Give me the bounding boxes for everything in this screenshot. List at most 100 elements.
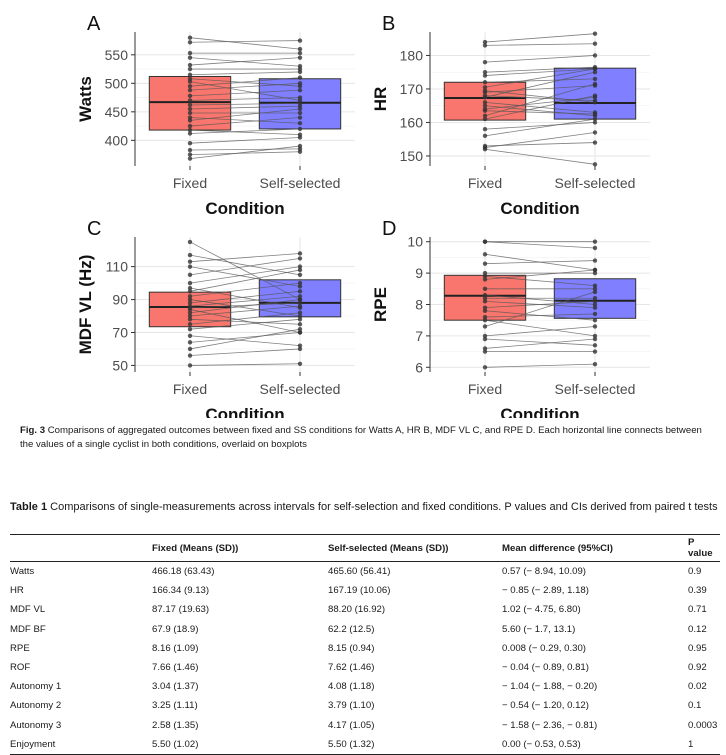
table-row: Watts 466.18 (63.43) 465.60 (56.41) 0.57 (−… [10, 562, 720, 582]
table-row: Autonomy 2 3.25 (1.11) 3.79 (1.10) − 0.54 (… [10, 696, 720, 715]
data-point-fixed [482, 349, 488, 354]
x-axis-title: Condition [205, 405, 284, 418]
table-cell: ROF [10, 662, 31, 674]
data-point-fixed [482, 336, 488, 342]
data-point-fixed [187, 259, 193, 264]
table-cell: 5.50 (1.02) [152, 734, 328, 755]
panel-letter: B [382, 13, 395, 35]
data-point-self-selected [297, 322, 303, 327]
y-tick-label: 170 [400, 81, 424, 97]
data-point-fixed [482, 324, 488, 329]
pair-line [189, 282, 301, 297]
data-point-fixed [482, 80, 488, 85]
data-point-fixed [482, 113, 488, 118]
data-point-self-selected [297, 361, 303, 366]
data-point-self-selected [592, 66, 598, 72]
y-tick-label: 9 [415, 265, 423, 281]
data-point-fixed [482, 308, 488, 313]
table-cell: 0.008 (− 0.29, 0.30) [502, 642, 587, 654]
pair-line [189, 299, 301, 317]
x-axis-title: Condition [205, 199, 284, 218]
y-tick-label: 550 [105, 47, 129, 63]
pair-line [484, 326, 596, 337]
pair-line [189, 145, 301, 159]
table-cell: 465.60 (56.41) [328, 566, 391, 578]
data-point-fixed [187, 317, 193, 322]
data-point-fixed [187, 280, 193, 286]
data-point-fixed [187, 110, 193, 116]
pair-line [189, 148, 301, 151]
table-cell: 7.62 (1.46) [328, 662, 375, 674]
data-point-fixed [482, 314, 488, 320]
data-point-fixed [187, 131, 193, 136]
table-cell: − 1.58 (− 2.36, − 0.81) [502, 719, 598, 731]
x-axis-title: Condition [500, 199, 579, 218]
panel-letter: D [382, 218, 396, 240]
data-point-self-selected [297, 267, 303, 273]
data-point-self-selected [297, 149, 303, 154]
header-cell: Mean difference (95%CI) [502, 534, 688, 562]
table-row: HR 166.34 (9.13) 167.19 (10.06) − 0.85 (− 2… [10, 581, 720, 600]
figure-caption: Fig. 3 Comparisons of aggregated outcome… [20, 424, 710, 452]
pair-line [189, 105, 301, 110]
pair-line [484, 110, 596, 115]
pair-line [484, 338, 596, 349]
pair-line [189, 328, 301, 350]
panel-letter: C [87, 218, 101, 240]
data-point-self-selected [297, 330, 303, 335]
data-point-self-selected [297, 135, 303, 140]
data-point-fixed [187, 310, 193, 315]
data-point-self-selected [297, 95, 303, 100]
table-cell: MDF BF [10, 623, 46, 635]
table-cell: 8.16 (1.09) [152, 642, 199, 654]
pair-line [189, 332, 301, 343]
data-point-self-selected [592, 283, 598, 288]
data-point-fixed [187, 272, 193, 278]
x-tick-label: Fixed [468, 381, 502, 397]
pair-line [484, 83, 596, 117]
table-cell: 4.08 (1.18) [328, 681, 375, 693]
data-point-self-selected [297, 294, 303, 299]
data-point-fixed [187, 333, 193, 338]
pair-line [484, 363, 596, 368]
pair-line [189, 57, 301, 67]
data-point-fixed [482, 116, 488, 122]
data-point-fixed [187, 363, 193, 368]
data-point-self-selected [297, 38, 303, 43]
data-point-self-selected [592, 130, 598, 135]
results-table: Fixed (Means (SD)) Self-selected (Means … [10, 534, 720, 755]
data-point-self-selected [592, 361, 598, 367]
pair-line [484, 300, 596, 309]
data-point-fixed [482, 317, 488, 323]
data-point-fixed [482, 274, 488, 279]
pair-line [484, 68, 596, 76]
pair-line [484, 148, 596, 165]
data-point-self-selected [592, 111, 598, 117]
pair-line [189, 89, 301, 97]
pair-line [189, 78, 301, 87]
table-cell: 1.02 (− 4.75, 6.80) [502, 604, 581, 616]
pair-line [189, 302, 301, 309]
data-point-self-selected [592, 343, 598, 348]
data-point-fixed [482, 305, 488, 310]
y-axis-title: HR [371, 87, 390, 112]
table-cell: 466.18 (63.43) [152, 566, 215, 578]
pair-line [484, 95, 596, 120]
pair-line [189, 258, 301, 276]
pair-line [189, 290, 301, 304]
pair-line [189, 266, 301, 284]
data-point-self-selected [592, 258, 598, 263]
data-point-self-selected [297, 297, 303, 302]
data-point-fixed [482, 90, 488, 95]
pair-line [484, 338, 596, 346]
table-cell: 5.50 (1.32) [328, 734, 502, 755]
pair-line [484, 71, 596, 98]
table-row: MDF BF 67.9 (18.9) 62.2 (12.5) 5.60 (− 1.7,… [10, 620, 720, 639]
pair-line [189, 241, 301, 300]
pair-line [189, 312, 301, 325]
data-point-self-selected [592, 317, 598, 323]
table-title: Table 1 Comparisons of single-measuremen… [10, 500, 720, 515]
y-tick-label: 450 [105, 104, 129, 120]
table-row: Enjoyment 5.50 (1.02) 5.50 (1.32) 0.00 (− 0… [10, 734, 720, 755]
data-point-self-selected [592, 267, 598, 273]
